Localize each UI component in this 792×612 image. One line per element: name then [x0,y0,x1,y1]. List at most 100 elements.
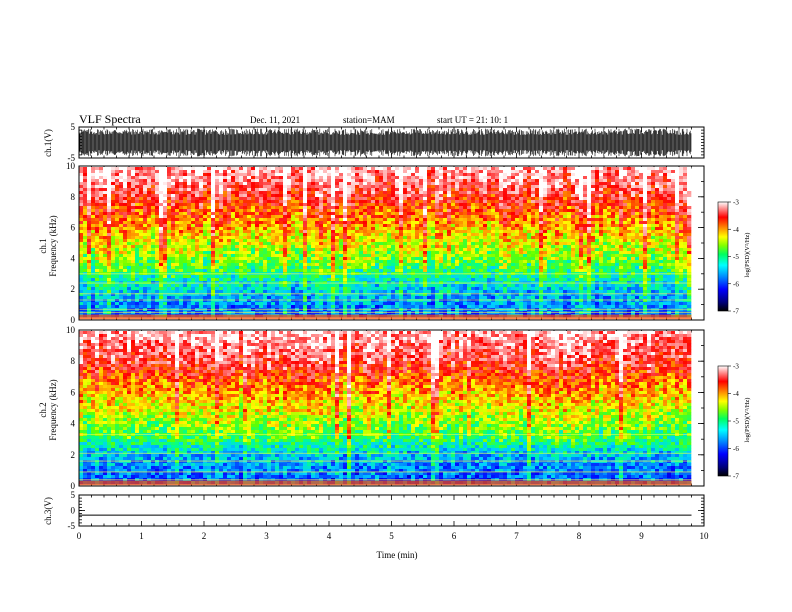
spectrogram-cell [127,170,132,174]
spectrogram-cell [371,254,376,258]
spectrogram-cell [259,179,264,183]
spectrogram-cell [111,227,116,231]
spectrogram-cell [135,179,140,183]
spectrogram-cell [243,290,248,294]
spectrogram-cell [147,257,152,261]
spectrogram-cell [255,203,260,207]
spectrogram-cell [319,203,324,207]
spectrogram-cell [311,251,316,255]
spectrogram-cell [371,299,376,303]
spectrogram-cell [295,242,300,246]
spectrogram-cell [295,182,300,186]
spectrogram-cell [331,224,336,228]
spectrogram-cell [159,179,164,183]
spectrogram-cell [131,278,136,282]
spectrogram-cell [415,293,420,297]
spectrogram-cell [115,170,120,174]
spectrogram-cell [199,221,204,225]
spectrogram-cell [355,254,360,258]
spectrogram-cell [147,242,152,246]
spectrogram-cell [363,221,368,225]
spectrogram-cell [295,248,300,252]
spectrogram-cell [327,179,332,183]
spectrogram-cell [79,188,84,192]
spectrogram-cell [387,263,392,267]
spectrogram-cell [327,242,332,246]
spectrogram-cell [87,248,92,252]
spectrogram-cell [115,296,120,300]
spectrogram-cell [159,305,164,309]
spectrogram-cell [163,302,168,306]
spectrogram-cell [263,197,268,201]
spectrogram-cell [435,266,440,270]
spectrogram-cell [347,224,352,228]
spectrogram-cell [99,167,104,171]
spectrogram-cell [235,200,240,204]
spectrogram-cell [283,257,288,261]
spectrogram-cell [295,194,300,198]
spectrogram-cell [271,308,276,312]
spectrogram-cell [79,266,84,270]
spectrogram-cell [395,296,400,300]
spectrogram-cell [191,212,196,216]
spectrogram-cell [283,206,288,210]
spectrogram-cell [387,212,392,216]
spectrogram-cell [283,167,288,171]
spectrogram-cell [243,242,248,246]
spectrogram-cell [111,302,116,306]
spectrogram-cell [211,236,216,240]
spectrogram-cell [351,275,356,279]
spectrogram-cell [235,197,240,201]
spectrogram-cell [371,176,376,180]
spectrogram-cell [295,260,300,264]
spectrogram-cell [111,299,116,303]
spectrogram-cell [303,266,308,270]
spectrogram-cell [387,224,392,228]
spectrogram-cell [87,194,92,198]
spectrogram-cell [219,179,224,183]
spectrogram-cell [215,278,220,282]
spectrogram-cell [407,299,412,303]
spectrogram-cell [427,257,432,261]
spectrogram-cell [155,176,160,180]
spectrogram-cell [239,215,244,219]
spectrogram-cell [339,239,344,243]
spectrogram-cell [227,251,232,255]
spectrogram-cell [215,215,220,219]
spectrogram-cell [359,170,364,174]
spectrogram-cell [183,308,188,312]
spectrogram-cell [383,239,388,243]
spectrogram-cell [243,233,248,237]
spectrogram-cell [175,278,180,282]
spectrogram-cell [367,239,372,243]
spectrogram-cell [375,185,380,189]
spectrogram-cell [235,263,240,267]
spectrogram-cell [215,284,220,288]
spectrogram-cell [91,251,96,255]
spectrogram-cell [171,227,176,231]
spectrogram-cell [163,188,168,192]
spectrogram-cell [435,239,440,243]
spectrogram-cell [207,287,212,291]
spectrogram-cell [183,191,188,195]
spectrogram-cell [119,287,124,291]
spectrogram-cell [359,173,364,177]
spectrogram-cell [231,290,236,294]
spectrogram-cell [387,254,392,258]
spectrogram-cell [243,293,248,297]
spectrogram-cell [147,224,152,228]
spectrogram-cell [427,215,432,219]
spectrogram-cell [255,236,260,240]
spectrogram-cell [327,218,332,222]
spectrogram-cell [287,275,292,279]
spectrogram-cell [175,302,180,306]
spectrogram-cell [403,242,408,246]
spectrogram-cell [307,230,312,234]
spectrogram-cell [175,185,180,189]
spectrogram-cell [199,305,204,309]
spectrogram-cell [207,296,212,300]
spectrogram-cell [335,263,340,267]
spectrogram-cell [411,179,416,183]
spectrogram-cell [163,194,168,198]
spectrogram-cell [275,173,280,177]
